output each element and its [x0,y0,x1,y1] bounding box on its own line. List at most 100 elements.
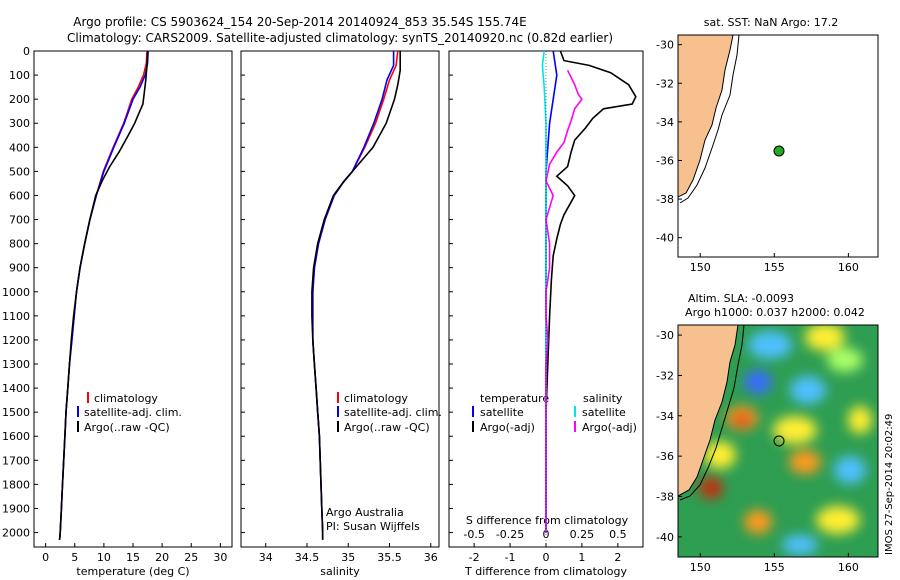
sla-map-ytick-label: -38 [656,490,674,503]
depth-ytick-label: 500 [9,165,30,178]
salinity-annotation-line2: PI: Susan Wijffels [326,520,420,533]
sla-heatmap [678,325,878,557]
sla-blob [816,506,860,534]
depth-ytick-label: 2000 [2,527,30,540]
legend-label-t-argo: Argo(-adj) [480,421,535,434]
difference-series-line [545,51,637,533]
temperature-xlabel: temperature (deg C) [76,565,189,578]
sla-blob [827,348,863,372]
temperature-legend: climatology satellite-adj. clim. Argo(..… [77,392,182,434]
sst-map-title: sat. SST: NaN Argo: 17.2 [704,16,838,29]
legend-label-satellite: satellite-adj. clim. [344,406,442,419]
sst-map-ytick-label: -32 [656,77,674,90]
figure-title-line1: Argo profile: CS 5903624_154 20-Sep-2014… [73,15,527,29]
float-position-marker [773,145,785,157]
difference-series-line [545,69,583,533]
coastline-landmass [678,35,734,198]
sst-map-land [678,35,740,204]
sla-map-title-line2: Argo h1000: 0.037 h2000: 0.042 [685,306,865,319]
depth-ytick-label: 1200 [2,334,30,347]
salinity-annotation-line1: Argo Australia [326,506,404,519]
temperature-xtick-label: 25 [184,551,198,564]
temperature-series-line [58,51,149,540]
difference-top-tick-label: 0.25 [570,528,595,541]
sla-blob [744,370,772,394]
sst-map-ytick-label: -38 [656,193,674,206]
sst-map-ytick-label: -40 [656,232,674,245]
sla-blob [834,456,866,484]
shelf-contour [679,325,745,501]
temperature-xtick-label: 20 [155,551,169,564]
difference-xtick-label: 2 [614,551,621,564]
sla-map-frame [677,324,879,558]
temperature-xtick-label: 30 [213,551,227,564]
sla-map-ytick-label: -40 [656,531,674,544]
depth-ytick-label: 1800 [2,478,30,491]
depth-ytick-label: 700 [9,214,30,227]
difference-top-tick-label: -0.5 [463,528,484,541]
salinity-axes-frame [240,50,440,548]
difference-top-tick-label: 0.5 [609,528,627,541]
difference-xlabel: T difference from climatology [464,565,627,578]
sla-map-xtick-label: 155 [764,561,785,574]
depth-ytick-label: 1400 [2,382,30,395]
sla-map-ytick-label: -30 [656,329,674,342]
sla-blob [699,477,723,499]
sla-map-ytick-label: -32 [656,369,674,382]
temperature-xtick-label: 10 [97,551,111,564]
legend-title-salinity: salinity [583,392,623,405]
difference-xtick-label: 0 [543,551,550,564]
temperature-xtick-label: 0 [42,551,49,564]
coastline-landmass [678,325,739,497]
sla-blob [805,325,845,351]
depth-ytick-label: 100 [9,69,30,82]
salinity-series-line [311,51,402,540]
sst-map-xtick-label: 150 [690,261,711,274]
depth-ytick-label: 1700 [2,454,30,467]
difference-top-tick-label: -0.25 [496,528,524,541]
depth-ytick-label: 1500 [2,406,30,419]
depth-ytick-label: 1600 [2,430,30,443]
legend-title-temperature: temperature [480,392,549,405]
sst-map-xtick-label: 155 [764,261,785,274]
sla-blob [789,450,821,474]
legend-label-s-argo: Argo(-adj) [582,421,637,434]
salinity-xtick-label: 35 [341,551,355,564]
sla-map-ytick-label: -34 [656,410,674,423]
depth-ytick-label: 600 [9,189,30,202]
legend-label-s-satellite: satellite [582,406,626,419]
sla-blob [790,376,826,404]
depth-ytick-label: 400 [9,141,30,154]
legend-label-climatology: climatology [94,392,158,405]
depth-ytick-label: 1000 [2,286,30,299]
sst-map-ytick-label: -36 [656,154,674,167]
sla-map-ytick-label: -36 [656,450,674,463]
difference-xtick-label: -1 [505,551,516,564]
salinity-legend: climatology satellite-adj. clim. Argo(..… [337,392,442,434]
difference-top-label: S difference from climatology [466,514,629,527]
sla-blob [748,331,792,359]
sst-map-ytick-label: -34 [656,116,674,129]
sla-blob [734,414,750,426]
sla-blob [744,510,772,534]
sst-map-xtick-label: 160 [838,261,859,274]
difference-xtick-label: -2 [469,551,480,564]
sla-blob [704,441,736,469]
difference-xtick-label: 1 [578,551,585,564]
salinity-xtick-label: 35.5 [377,551,402,564]
sst-map-frame [677,34,879,258]
salinity-xtick-label: 36 [424,551,438,564]
temperature-xtick-label: 15 [126,551,140,564]
figure-title-line2: Climatology: CARS2009. Satellite-adjuste… [67,31,613,45]
depth-ytick-label: 200 [9,93,30,106]
temperature-xtick-label: 5 [71,551,78,564]
legend-label-satellite: satellite-adj. clim. [84,406,182,419]
legend-label-argo: Argo(..raw -QC) [344,421,430,434]
float-position-marker [773,435,785,447]
salinity-xtick-label: 34 [259,551,273,564]
sst-map-ytick-label: -30 [656,39,674,52]
sla-map-title-line1: Altim. SLA: -0.0093 [688,292,794,305]
sla-blob [848,406,872,434]
depth-ytick-label: 1300 [2,358,30,371]
